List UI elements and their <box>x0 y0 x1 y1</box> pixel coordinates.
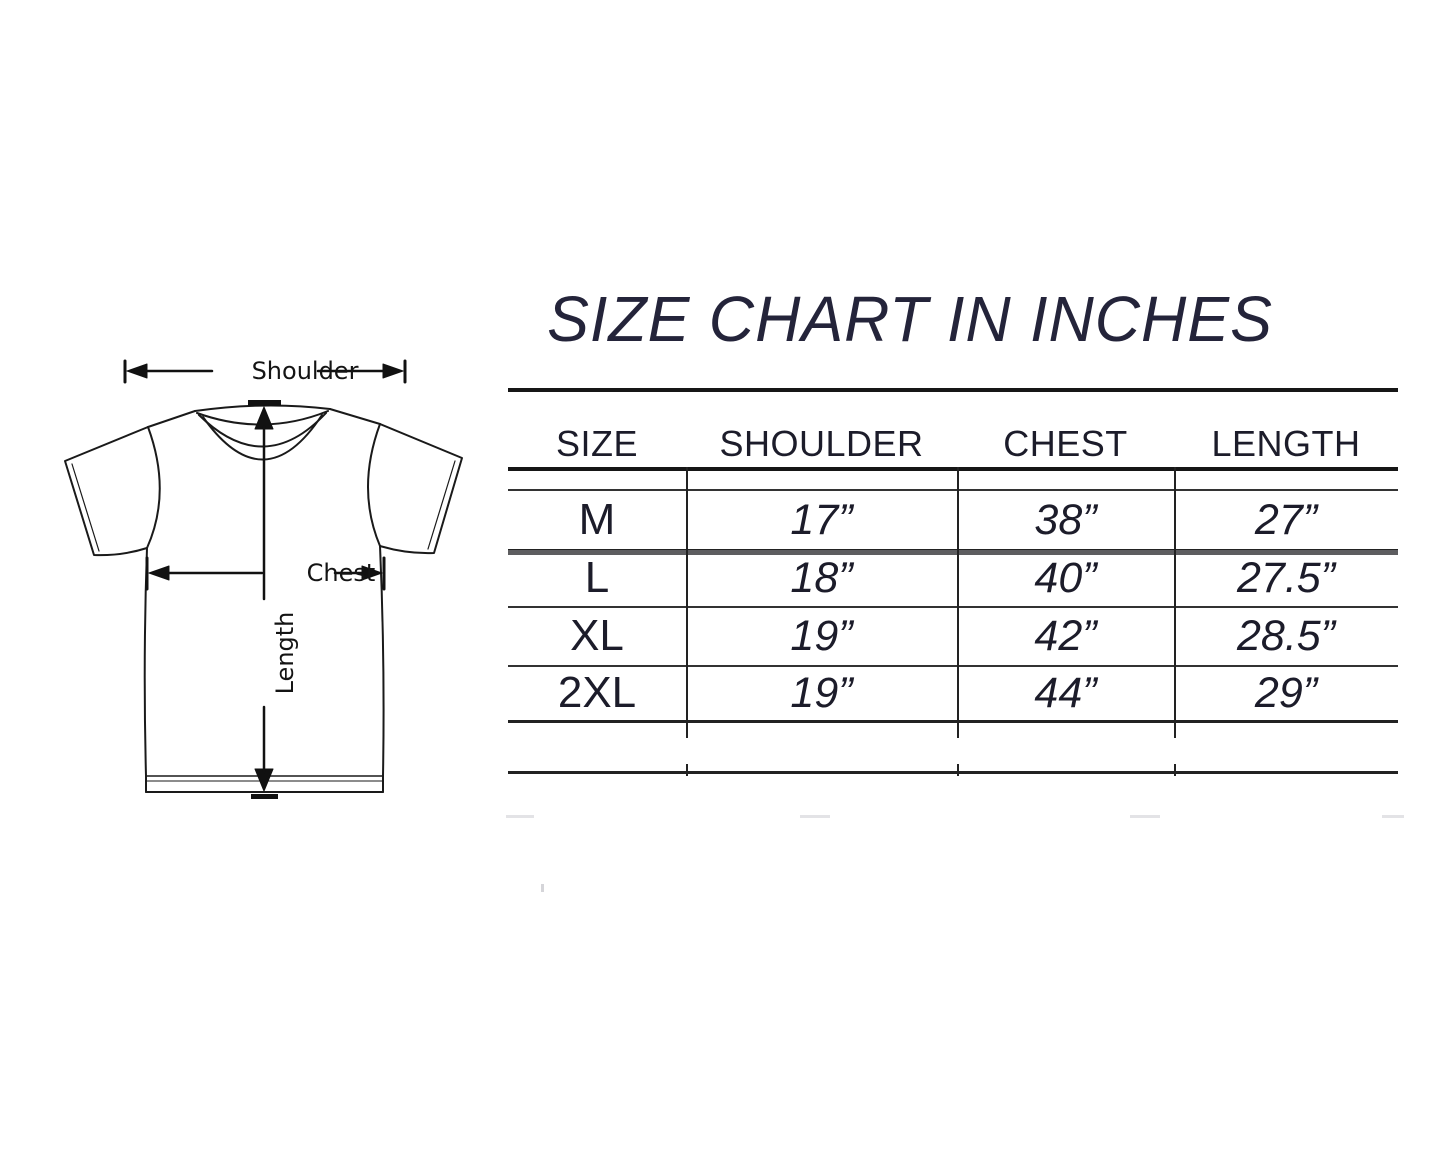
left-sleeve-cuff-seam <box>71 463 100 552</box>
row-divider-after-l <box>508 606 1398 608</box>
length-arrowhead-top <box>254 406 274 430</box>
shoulder-label: Shoulder <box>251 357 359 385</box>
right-sleeve-cuff-seam <box>427 460 456 550</box>
chest-value-m: 38” <box>1034 495 1097 544</box>
length-value-2xl: 29” <box>1254 668 1318 717</box>
left-armhole-seam <box>146 426 161 549</box>
scan-speck <box>541 884 544 892</box>
length-arrow-bottom-endbar <box>251 794 278 799</box>
length-value-m: 27” <box>1254 495 1318 544</box>
length-value-l: 27.5” <box>1236 553 1335 602</box>
row-divider-after-2xl <box>508 720 1398 723</box>
tshirt-outline-drawing <box>64 404 463 793</box>
table-row-2xl: 2XL 19” 44” 29” <box>508 666 1398 720</box>
shoulder-value-m: 17” <box>790 495 853 544</box>
length-arrow <box>248 400 281 799</box>
shoulder-value-l: 18” <box>790 553 853 602</box>
row-divider-after-xl <box>508 665 1398 667</box>
table-top-border <box>508 388 1398 392</box>
right-armhole-seam <box>367 423 381 547</box>
table-spacer-line <box>508 489 1398 491</box>
body-right-edge <box>379 545 385 793</box>
shoulder-value-2xl: 19” <box>790 668 853 717</box>
size-cell-2xl: 2XL <box>557 668 637 717</box>
table-bottom-rule <box>508 771 1398 774</box>
length-arrow-top-endbar <box>248 400 281 406</box>
scan-artifact-1 <box>506 815 534 818</box>
shoulder-value-xl: 19” <box>790 611 853 660</box>
chest-label: Chest <box>306 559 376 587</box>
size-cell-l: L <box>584 553 610 602</box>
scan-artifact-4 <box>1382 815 1404 818</box>
tshirt-measurement-diagram <box>64 359 463 799</box>
table-header-bottom-border <box>508 467 1398 471</box>
column-divider-2 <box>957 467 959 738</box>
chest-value-2xl: 44” <box>1034 668 1097 717</box>
chest-value-l: 40” <box>1034 553 1097 602</box>
shoulder-arrow <box>123 359 407 384</box>
scan-artifact-3 <box>1130 815 1160 818</box>
scan-artifact-2 <box>800 815 830 818</box>
bottom-rule-tick-1 <box>686 764 688 776</box>
length-value-xl: 28.5” <box>1236 611 1335 660</box>
row-divider-after-m <box>508 549 1398 555</box>
left-shoulder-slope <box>147 410 196 428</box>
size-cell-xl: XL <box>570 611 624 660</box>
table-row-m: M 17” 38” 27” <box>508 493 1398 547</box>
chest-value-xl: 42” <box>1034 611 1097 660</box>
right-sleeve <box>379 423 463 555</box>
left-sleeve <box>64 426 149 557</box>
table-row-xl: XL 19” 42” 28.5” <box>508 609 1398 663</box>
length-label: Length <box>271 611 299 695</box>
table-header-row: SIZE SHOULDER CHEST LENGTH <box>508 417 1398 471</box>
bottom-rule-tick-3 <box>1174 764 1176 776</box>
right-shoulder-slope <box>329 408 381 425</box>
column-divider-3 <box>1174 467 1176 738</box>
header-shoulder: SHOULDER <box>719 423 924 464</box>
header-length: LENGTH <box>1211 423 1361 464</box>
column-divider-1 <box>686 467 688 738</box>
header-size: SIZE <box>555 423 638 464</box>
page-title: SIZE CHART IN INCHES <box>547 283 1273 355</box>
size-cell-m: M <box>578 495 616 544</box>
table-row-l: L 18” 40” 27.5” <box>508 551 1398 605</box>
bottom-rule-tick-2 <box>957 764 959 776</box>
header-chest: CHEST <box>1003 423 1128 464</box>
chest-arrow <box>145 556 386 591</box>
